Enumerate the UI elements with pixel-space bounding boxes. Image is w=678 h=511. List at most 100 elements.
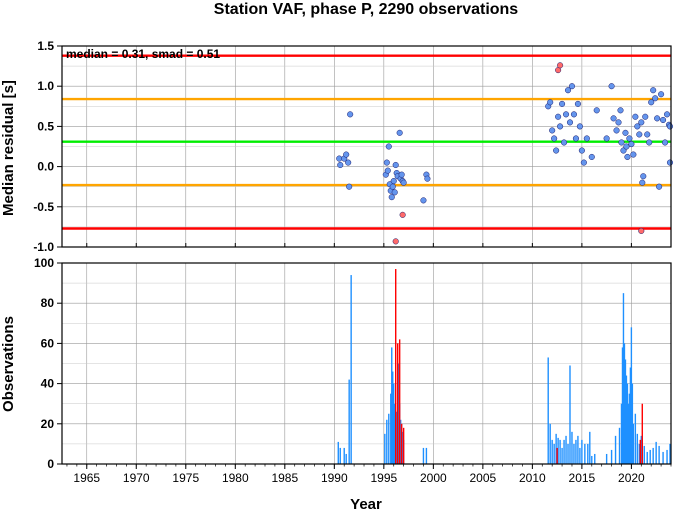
residual-point bbox=[343, 151, 350, 158]
residual-point bbox=[666, 123, 674, 130]
observation-bar bbox=[646, 451, 648, 464]
observation-bar bbox=[636, 433, 639, 464]
residual-point bbox=[564, 87, 572, 94]
observation-bar bbox=[401, 431, 404, 464]
observation-bar bbox=[618, 427, 621, 464]
y-tick-label: -1.0 bbox=[33, 240, 54, 254]
observation-bar bbox=[393, 383, 395, 464]
residual-point bbox=[389, 183, 396, 190]
y-tick-label: 0 bbox=[47, 457, 54, 471]
observation-bar bbox=[625, 375, 628, 464]
residual-point bbox=[547, 99, 554, 106]
observation-bar bbox=[556, 447, 558, 464]
observation-bar bbox=[398, 339, 401, 464]
observations-y-ticks: 100 80 60 40 20 0 bbox=[34, 256, 62, 471]
observation-bar bbox=[638, 443, 641, 464]
observation-bar bbox=[343, 447, 345, 464]
residual-point bbox=[396, 129, 403, 136]
residual-point bbox=[588, 153, 595, 161]
observation-bar bbox=[631, 383, 634, 464]
residual-point bbox=[399, 211, 406, 218]
observation-bar bbox=[643, 445, 645, 464]
residual-point bbox=[391, 189, 398, 196]
observation-bar bbox=[614, 435, 617, 464]
residual-point bbox=[559, 100, 566, 107]
observations-frame bbox=[61, 262, 672, 465]
residual-panel: 1.5 1.0 0.5 0.0 -0.5 -1.0 median = 0.31, smad… bbox=[0, 39, 674, 254]
residual-point bbox=[638, 119, 645, 126]
residual-point bbox=[398, 171, 405, 178]
observation-bar bbox=[605, 453, 608, 464]
observation-bar bbox=[553, 443, 555, 464]
residual-point bbox=[593, 107, 600, 114]
observation-bar bbox=[567, 443, 569, 464]
x-tick-label: 1970 bbox=[123, 471, 150, 485]
observation-bar bbox=[397, 363, 400, 464]
x-tick-label: 1965 bbox=[73, 471, 100, 485]
observation-bar bbox=[632, 423, 635, 464]
observation-bar bbox=[610, 449, 613, 464]
y-tick-label: 40 bbox=[41, 377, 55, 391]
residual-point bbox=[390, 178, 397, 185]
residual-point bbox=[620, 147, 627, 154]
observation-bar bbox=[390, 393, 392, 464]
x-tick-label: 2010 bbox=[519, 471, 546, 485]
observation-bar bbox=[623, 343, 626, 464]
observation-bar bbox=[571, 431, 573, 464]
observation-bar bbox=[626, 383, 629, 464]
observation-bar bbox=[396, 411, 398, 464]
residual-point bbox=[347, 111, 354, 118]
residual-point bbox=[392, 161, 399, 169]
residual-point bbox=[658, 91, 665, 98]
observation-bar bbox=[587, 443, 589, 464]
observation-bars bbox=[337, 269, 671, 464]
y-tick-label: 80 bbox=[41, 296, 55, 310]
residual-point bbox=[663, 111, 671, 118]
observation-bar bbox=[345, 453, 347, 464]
observation-bar bbox=[396, 343, 399, 464]
residual-point bbox=[576, 123, 583, 130]
observation-bar bbox=[584, 443, 586, 464]
residual-point bbox=[346, 183, 353, 190]
residual-point bbox=[557, 62, 564, 69]
residual-point bbox=[562, 111, 570, 118]
residual-point bbox=[555, 113, 562, 120]
residual-point bbox=[388, 194, 395, 201]
observation-bar bbox=[634, 413, 637, 464]
y-tick-label: 0.5 bbox=[37, 119, 54, 133]
residual-point bbox=[652, 95, 659, 102]
observation-bar bbox=[630, 327, 633, 464]
observation-bar bbox=[628, 393, 631, 464]
residual-point bbox=[385, 143, 392, 150]
observation-bar bbox=[575, 439, 577, 464]
x-tick-label: 2020 bbox=[618, 471, 645, 485]
residual-point bbox=[570, 111, 578, 118]
observation-bar bbox=[384, 433, 386, 464]
observation-bar bbox=[386, 419, 388, 464]
residual-points bbox=[336, 62, 674, 245]
observation-bar bbox=[662, 451, 664, 464]
y-tick-label: 0.0 bbox=[37, 160, 54, 174]
x-tick-label: 2005 bbox=[470, 471, 497, 485]
residual-point bbox=[424, 175, 431, 182]
observation-bar bbox=[561, 447, 563, 464]
residual-point bbox=[634, 123, 641, 130]
x-tick-label: 2015 bbox=[569, 471, 596, 485]
observation-bar bbox=[569, 365, 571, 464]
residual-point bbox=[383, 159, 390, 166]
residual-point bbox=[624, 153, 631, 161]
residual-point bbox=[615, 119, 622, 126]
y-tick-label: 60 bbox=[41, 336, 55, 350]
observation-bar bbox=[581, 439, 583, 464]
observation-bar bbox=[395, 269, 397, 464]
residual-point bbox=[654, 115, 661, 122]
observation-bar bbox=[577, 435, 579, 464]
observation-bar bbox=[392, 371, 394, 464]
observation-bar bbox=[348, 379, 350, 464]
residual-point bbox=[642, 113, 649, 120]
observation-bar bbox=[422, 447, 425, 464]
observation-bar bbox=[666, 449, 668, 464]
residual-point bbox=[646, 139, 653, 146]
observation-bar bbox=[555, 433, 557, 464]
